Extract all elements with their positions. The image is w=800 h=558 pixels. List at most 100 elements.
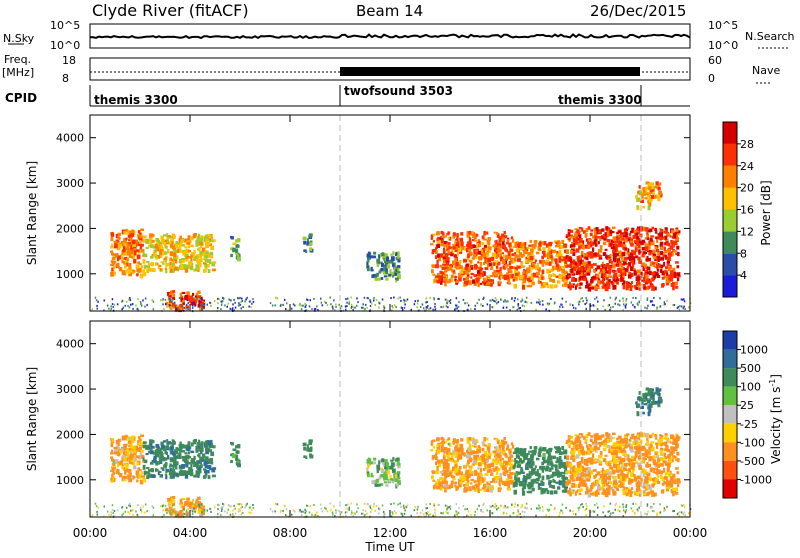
power-echo-cell bbox=[528, 280, 532, 282]
power-echo-cell bbox=[444, 269, 447, 272]
power-echo-cell bbox=[367, 266, 369, 268]
velocity-echo-cell bbox=[524, 448, 526, 452]
power-echo-cell bbox=[441, 272, 445, 275]
power-echo-cell bbox=[111, 268, 113, 272]
velocity-echo-cell bbox=[532, 469, 536, 472]
power-echo-cell bbox=[514, 300, 516, 302]
velocity-echo-cell bbox=[187, 462, 191, 465]
velocity-echo-cell bbox=[620, 476, 622, 481]
power-echo-cell bbox=[639, 192, 643, 194]
power-echo-cell bbox=[442, 264, 446, 266]
power-echo-cell bbox=[364, 297, 366, 299]
velocity-echo-cell bbox=[431, 475, 434, 479]
power-echo-cell bbox=[511, 298, 513, 300]
power-echo-cell bbox=[387, 264, 391, 268]
velocity-echo-cell bbox=[525, 481, 527, 485]
power-echo-cell bbox=[322, 304, 324, 306]
velocity-echo-cell bbox=[617, 471, 619, 473]
velocity-echo-cell bbox=[477, 467, 479, 469]
power-echo-cell bbox=[560, 245, 564, 248]
velocity-echo-cell bbox=[610, 460, 612, 463]
power-echo-cell bbox=[496, 270, 500, 273]
power-echo-cell bbox=[161, 247, 164, 250]
velocity-echo-cell bbox=[509, 472, 513, 475]
velocity-echo-cell bbox=[618, 480, 620, 483]
velocity-echo-cell bbox=[649, 477, 652, 482]
power-echo-cell bbox=[386, 257, 389, 262]
velocity-echo-cell bbox=[397, 474, 399, 478]
power-echo-cell bbox=[599, 236, 602, 239]
velocity-echo-cell bbox=[454, 464, 457, 468]
velocity-echo-cell bbox=[164, 457, 167, 460]
power-echo-cell bbox=[524, 305, 526, 307]
velocity-echo-cell bbox=[181, 445, 185, 448]
velocity-echo-cell bbox=[671, 436, 675, 439]
power-echo-cell bbox=[610, 254, 612, 257]
power-echo-cell bbox=[427, 301, 429, 303]
velocity-echo-cell bbox=[137, 462, 139, 466]
power-echo-cell bbox=[660, 246, 663, 250]
power-echo-cell bbox=[597, 253, 599, 257]
power-echo-cell bbox=[176, 305, 178, 307]
power-echo-cell bbox=[559, 306, 561, 308]
velocity-echo-cell bbox=[610, 465, 612, 470]
power-echo-cell bbox=[401, 307, 403, 309]
velocity-echo-cell bbox=[112, 463, 115, 466]
velocity-echo-cell bbox=[170, 445, 173, 447]
power-echo-cell bbox=[362, 307, 364, 309]
power-echo-cell bbox=[396, 277, 399, 280]
power-echo-cell bbox=[655, 262, 658, 265]
power-echo-cell bbox=[124, 264, 126, 269]
power-echo-cell bbox=[677, 307, 679, 309]
velocity-echo-cell bbox=[432, 480, 435, 482]
velocity-echo-cell bbox=[205, 474, 207, 479]
power-echo-cell bbox=[594, 240, 597, 245]
power-echo-cell bbox=[194, 268, 197, 271]
power-echo-cell bbox=[569, 257, 573, 262]
power-echo-cell bbox=[435, 308, 437, 310]
velocity-echo-cell bbox=[550, 490, 554, 494]
power-echo-cell bbox=[652, 304, 654, 306]
velocity-echo-cell bbox=[499, 479, 503, 482]
power-echo-cell bbox=[663, 231, 667, 234]
velocity-echo-cell bbox=[569, 463, 573, 468]
velocity-echo-cell bbox=[114, 452, 118, 455]
power-echo-cell bbox=[475, 234, 478, 236]
power-echo-cell bbox=[137, 308, 139, 310]
colorbar-tick-label: 20 bbox=[740, 182, 754, 195]
power-echo-cell bbox=[578, 301, 580, 303]
power-echo-cell bbox=[182, 300, 185, 303]
velocity-echo-cell bbox=[627, 433, 630, 435]
power-echo-cell bbox=[661, 284, 664, 288]
velocity-echo-cell bbox=[487, 464, 491, 469]
velocity-echo-cell bbox=[230, 442, 232, 444]
power-echo-cell bbox=[514, 257, 516, 261]
power-echo-cell bbox=[128, 242, 131, 244]
power-echo-cell bbox=[446, 257, 450, 261]
power-echo-cell bbox=[388, 274, 391, 276]
power-echo-cell bbox=[126, 301, 128, 303]
velocity-echo-cell bbox=[528, 491, 532, 494]
power-echo-cell bbox=[185, 269, 188, 273]
power-echo-cell bbox=[571, 268, 574, 273]
power-echo-cell bbox=[623, 244, 627, 247]
velocity-echo-cell bbox=[542, 476, 545, 481]
velocity-echo-cell bbox=[623, 490, 625, 495]
power-echo-cell bbox=[610, 307, 612, 309]
velocity-echo-cell bbox=[590, 485, 593, 489]
power-echo-cell bbox=[543, 247, 546, 251]
power-echo-cell bbox=[643, 280, 646, 282]
velocity-echo-cell bbox=[195, 462, 198, 465]
velocity-echo-cell bbox=[383, 472, 385, 477]
power-echo-cell bbox=[345, 309, 347, 311]
velocity-echo-cell bbox=[397, 461, 400, 465]
power-echo-cell bbox=[641, 240, 645, 244]
velocity-echo-cell bbox=[437, 444, 439, 447]
power-echo-cell bbox=[489, 262, 492, 266]
power-echo-cell bbox=[482, 235, 484, 239]
power-echo-cell bbox=[446, 305, 448, 307]
velocity-echo-cell bbox=[136, 455, 140, 458]
velocity-echo-cell bbox=[467, 459, 470, 464]
power-echo-cell bbox=[610, 259, 612, 264]
velocity-echo-cell bbox=[233, 449, 237, 452]
